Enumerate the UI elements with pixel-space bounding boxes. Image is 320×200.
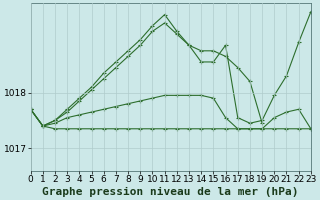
X-axis label: Graphe pression niveau de la mer (hPa): Graphe pression niveau de la mer (hPa)	[43, 186, 299, 197]
